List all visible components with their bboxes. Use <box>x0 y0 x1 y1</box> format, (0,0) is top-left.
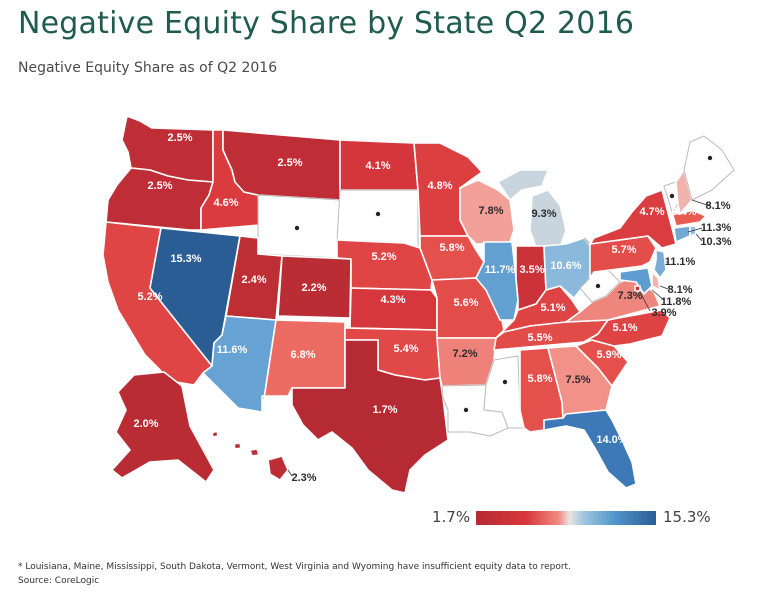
leader-line-nh <box>691 199 711 207</box>
state-label-nh: 8.1% <box>705 200 730 212</box>
state-label-wa: 2.5% <box>167 132 192 144</box>
state-me <box>683 135 735 201</box>
state-label-co: 2.2% <box>301 282 326 294</box>
state-label-ma: 6.4% <box>671 206 696 218</box>
no-data-marker-wv <box>595 283 601 289</box>
state-label-oh: 10.6% <box>550 260 581 272</box>
state-label-or: 2.5% <box>147 180 172 192</box>
state-ct <box>673 225 691 243</box>
state-label-ks: 4.3% <box>380 294 405 306</box>
leader-line-dc <box>639 291 651 312</box>
state-label-sc: 5.9% <box>596 349 621 361</box>
state-label-mn: 4.8% <box>427 180 452 192</box>
legend-max-label: 15.3% <box>663 508 711 526</box>
state-ma <box>671 209 707 227</box>
state-ms <box>483 355 525 429</box>
state-ak <box>111 371 215 483</box>
state-dc <box>634 285 641 292</box>
state-label-de: 8.1% <box>667 284 692 296</box>
map-subtitle: Negative Equity Share as of Q2 2016 <box>18 60 278 76</box>
state-label-nc: 5.1% <box>612 322 637 334</box>
state-wy <box>257 194 341 259</box>
state-label-dc: 3.9% <box>651 307 676 319</box>
state-ne <box>336 239 433 291</box>
leader-line-ct <box>687 227 703 233</box>
no-data-marker-ms <box>502 379 508 385</box>
state-tx <box>291 339 449 494</box>
state-label-al: 5.8% <box>527 373 552 385</box>
state-il <box>475 241 519 321</box>
state-label-mo: 5.6% <box>453 297 478 309</box>
state-ar <box>436 337 497 387</box>
state-label-id: 4.6% <box>213 197 238 209</box>
state-label-nm: 6.8% <box>290 349 315 361</box>
state-label-hi: 2.3% <box>291 472 316 484</box>
leader-line-de <box>659 285 669 290</box>
state-label-nj: 11.1% <box>665 256 696 268</box>
state-wi <box>459 179 515 245</box>
leader-line-ri <box>695 233 703 242</box>
state-label-ga: 7.5% <box>565 374 590 386</box>
state-mi <box>497 169 567 249</box>
state-de <box>651 271 661 291</box>
state-label-ne: 5.2% <box>371 251 396 263</box>
state-label-tx: 1.7% <box>372 404 397 416</box>
state-label-ok: 5.4% <box>393 343 418 355</box>
state-label-pa: 5.7% <box>611 244 636 256</box>
state-label-ut: 2.4% <box>241 274 266 286</box>
state-label-nd: 4.1% <box>365 160 390 172</box>
state-label-ky: 5.1% <box>540 302 565 314</box>
state-label-tn: 5.5% <box>527 332 552 344</box>
state-md <box>619 267 653 295</box>
legend-min-label: 1.7% <box>432 508 471 526</box>
state-label-mt: 2.5% <box>277 157 302 169</box>
state-sd <box>336 189 419 249</box>
footnote: * Louisiana, Maine, Mississippi, South D… <box>18 562 571 572</box>
no-data-marker-me <box>707 155 713 161</box>
state-fl <box>543 409 637 489</box>
state-label-nv: 15.3% <box>170 253 201 265</box>
state-label-ar: 7.2% <box>452 348 477 360</box>
no-data-marker-wy <box>294 225 300 231</box>
state-label-ny: 4.7% <box>639 206 664 218</box>
state-label-md: 11.8% <box>661 296 692 308</box>
state-label-ia: 5.8% <box>439 242 464 254</box>
state-ny <box>589 189 677 249</box>
state-nj <box>653 249 667 279</box>
no-data-marker-sd <box>375 211 381 217</box>
state-label-in: 3.5% <box>519 264 544 276</box>
state-label-va: 7.3% <box>617 290 642 302</box>
legend-color-scale <box>476 511 656 525</box>
state-nc <box>583 309 671 347</box>
state-label-wi: 7.8% <box>478 205 503 217</box>
no-data-marker-vt <box>669 193 675 199</box>
state-label-az: 11.6% <box>217 344 248 356</box>
state-hi <box>211 430 289 481</box>
state-label-ri: 10.3% <box>700 236 731 248</box>
state-label-il: 11.7% <box>485 264 516 276</box>
state-label-ak: 2.0% <box>133 418 158 430</box>
source-note: Source: CoreLogic <box>18 576 100 586</box>
leader-line-md <box>651 289 665 301</box>
state-label-ca: 5.2% <box>137 291 162 303</box>
state-label-mi: 9.3% <box>531 208 556 220</box>
page-title: Negative Equity Share by State Q2 2016 <box>18 6 635 41</box>
state-nh <box>675 169 693 215</box>
leader-line-hi <box>287 469 293 477</box>
no-data-marker-la <box>463 407 469 413</box>
state-label-fl: 14.0% <box>596 434 627 446</box>
state-label-ct: 11.3% <box>701 222 732 234</box>
